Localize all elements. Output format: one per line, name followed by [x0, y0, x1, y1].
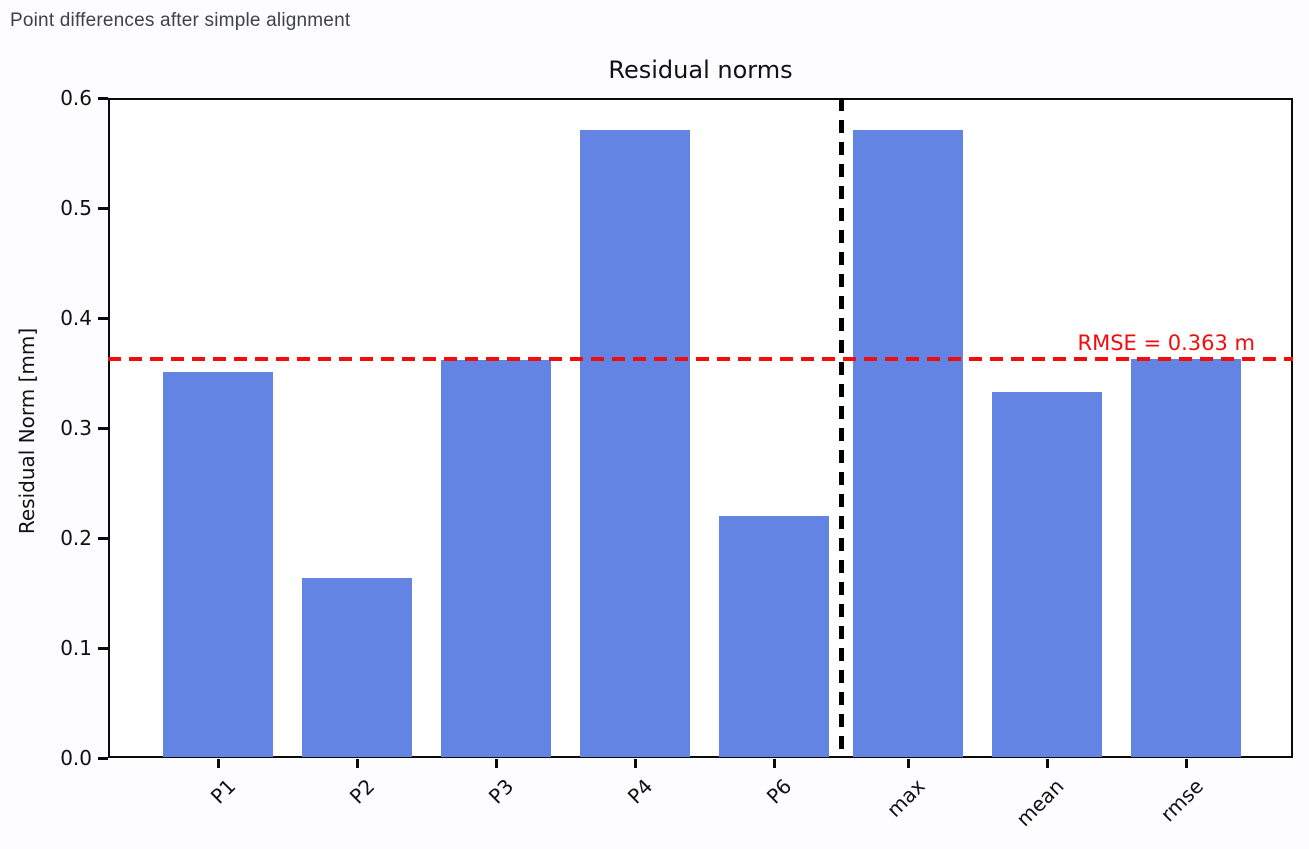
y-tick-mark	[98, 317, 108, 320]
y-tick-label: 0.4	[60, 306, 92, 330]
separator-line	[839, 98, 844, 758]
x-tick-label-mean: mean	[1011, 774, 1069, 832]
bar-P4	[580, 129, 690, 757]
chart-title: Residual norms	[608, 56, 793, 84]
x-tick-label-P6: P6	[761, 774, 797, 809]
x-tick-label-P1: P1	[205, 774, 241, 809]
rmse-line	[108, 356, 1293, 361]
bar-P2	[302, 577, 412, 757]
y-tick-label: 0.1	[60, 636, 92, 660]
x-tick-mark	[1046, 759, 1049, 768]
bar-P6	[719, 516, 829, 757]
x-tick-mark	[356, 759, 359, 768]
x-tick-mark	[1185, 759, 1188, 768]
bar-max	[853, 129, 963, 757]
x-tick-mark	[217, 759, 220, 768]
x-tick-label-rmse: rmse	[1155, 774, 1208, 827]
y-tick-mark	[98, 427, 108, 430]
y-tick-mark	[98, 537, 108, 540]
y-tick-mark	[98, 647, 108, 650]
page-title: Point differences after simple alignment	[10, 10, 351, 31]
y-tick-label: 0.0	[60, 746, 92, 770]
bar-mean	[992, 391, 1102, 757]
y-tick-label: 0.2	[60, 526, 92, 550]
y-tick-label: 0.5	[60, 196, 92, 220]
x-tick-mark	[773, 759, 776, 768]
x-tick-label-P4: P4	[622, 774, 658, 809]
bar-P3	[441, 359, 551, 757]
y-tick-mark	[98, 757, 108, 760]
plot-area	[108, 98, 1293, 758]
bar-P1	[163, 371, 273, 757]
bar-rmse	[1131, 358, 1241, 757]
y-tick-mark	[98, 97, 108, 100]
rmse-line-label: RMSE = 0.363 m	[1077, 330, 1255, 355]
y-tick-mark	[98, 207, 108, 210]
x-tick-label-max: max	[882, 774, 931, 822]
y-tick-label: 0.6	[60, 86, 92, 110]
x-tick-mark	[634, 759, 637, 768]
x-tick-label-P2: P2	[344, 774, 380, 809]
x-tick-label-P3: P3	[483, 774, 519, 809]
x-tick-mark	[907, 759, 910, 768]
x-tick-mark	[495, 759, 498, 768]
y-tick-label: 0.3	[60, 416, 92, 440]
